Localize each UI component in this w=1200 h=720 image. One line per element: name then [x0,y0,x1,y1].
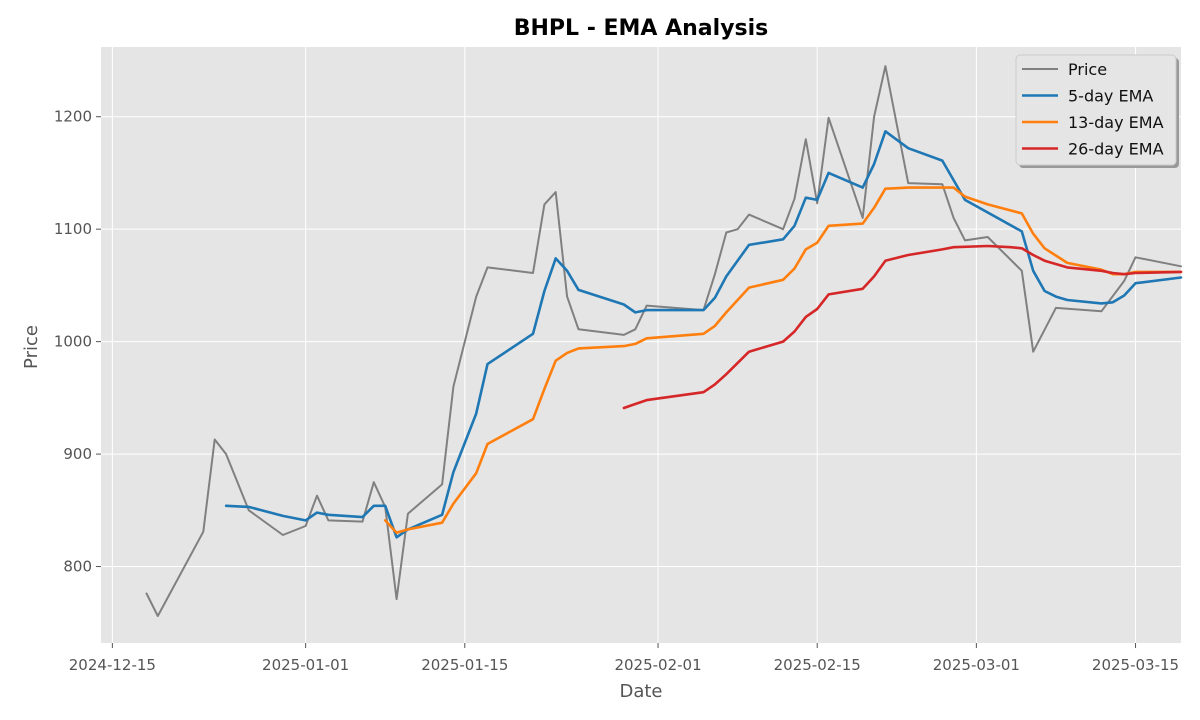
legend-label: 26-day EMA [1068,140,1164,159]
series-line-13-day-ema [383,186,1183,535]
x-tick-label: 2025-03-15 [1092,656,1179,674]
y-tick-label: 800 [63,558,92,576]
series-layer [145,65,1183,617]
y-tick-label: 900 [63,445,92,463]
legend-box [1015,54,1177,166]
legend: Price 5-day EMA 13-day EMA 26-day EMA [1015,54,1179,168]
x-tick-label: 2025-01-01 [262,656,349,674]
chart-title: BHPL - EMA Analysis [514,16,769,41]
x-tick-label: 2025-03-01 [933,656,1020,674]
tick-labels: 800 900 1000 1100 1200 2024-12-15 2025-01-01 20… [54,108,1179,674]
series-line-price [145,65,1182,617]
x-axis-label: Date [619,681,662,702]
x-tick-label: 2025-01-15 [421,656,508,674]
legend-label: 5-day EMA [1068,87,1153,106]
legend-label: 13-day EMA [1068,113,1164,132]
series-line-5-day-ema [224,130,1183,539]
series-line-26-day-ema [622,244,1183,410]
plot-area [101,47,1181,643]
y-axis-label: Price [21,325,42,369]
x-tick-label: 2024-12-15 [69,656,156,674]
y-tick-label: 1100 [54,220,92,238]
legend-label: Price [1068,60,1107,79]
x-tick-label: 2025-02-15 [774,656,861,674]
y-tick-label: 1200 [54,108,92,126]
x-tick-label: 2025-02-01 [614,656,701,674]
y-tick-label: 1000 [54,333,92,351]
